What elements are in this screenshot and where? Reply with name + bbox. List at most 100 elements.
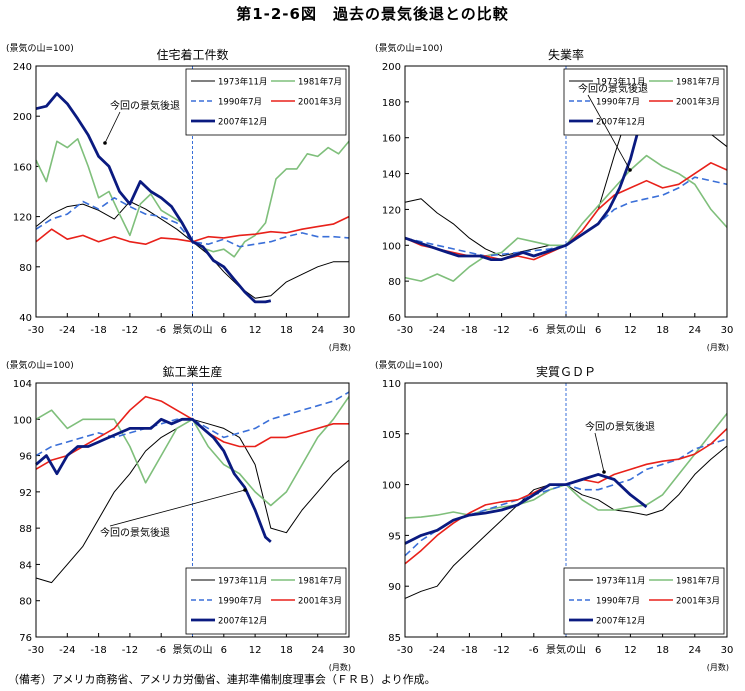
y-tick-label: 180 xyxy=(382,98,401,109)
legend-label: 2001年3月 xyxy=(298,596,342,607)
x-tick-label: -30 xyxy=(28,325,44,336)
y-tick-label: 160 xyxy=(382,134,401,145)
x-tick-label: -24 xyxy=(59,325,75,336)
x-tick-label: -6 xyxy=(156,645,166,656)
annotation-label: 今回の景気後退 xyxy=(100,526,170,539)
y-tick-label: 120 xyxy=(13,213,32,224)
x-tick-label: 6 xyxy=(595,325,601,336)
chart-title: 失業率 xyxy=(548,47,584,62)
legend-label: 1981年7月 xyxy=(298,77,342,88)
y-tick-label: 80 xyxy=(19,597,32,608)
x-tick-label: 24 xyxy=(688,645,701,656)
y-tick-label: 120 xyxy=(382,205,401,216)
x-tick-label: 24 xyxy=(688,325,701,336)
x-tick-label: -24 xyxy=(429,645,445,656)
x-tick-label: 18 xyxy=(656,645,669,656)
x-tick-label: 6 xyxy=(221,325,227,336)
legend-label: 1981年7月 xyxy=(676,576,720,587)
x-tick-label: -12 xyxy=(493,325,509,336)
x-tick-label: -12 xyxy=(122,645,138,656)
legend-label: 1990年7月 xyxy=(596,97,640,108)
annotation-arrow xyxy=(594,432,605,473)
chart-title: 住宅着工件数 xyxy=(156,47,228,62)
series-line-s1990 xyxy=(404,176,728,257)
x-unit-label: (月数) xyxy=(707,342,729,352)
series-line-s1990 xyxy=(35,391,350,457)
x-tick-label: 景気の山 xyxy=(546,323,586,336)
x-unit-label: (月数) xyxy=(329,662,351,672)
x-tick-label: 30 xyxy=(721,325,734,336)
x-tick-label: -30 xyxy=(397,325,413,336)
annotation-arrow xyxy=(104,111,121,144)
y-tick-label: 110 xyxy=(382,379,401,390)
source-note: （備考）アメリカ商務省、アメリカ労働省、連邦準備制度理事会（ＦＲＢ）より作成。 xyxy=(8,673,436,686)
plot-frame xyxy=(35,65,350,318)
y-tick-label: 85 xyxy=(388,633,401,644)
series-line-s2007 xyxy=(404,472,648,545)
x-tick-label: 景気の山 xyxy=(173,643,213,656)
y-tick-label: 80 xyxy=(19,263,32,274)
unit-label: (景気の山=100) xyxy=(375,359,443,371)
annotation-label: 今回の景気後退 xyxy=(110,99,180,112)
legend-label: 2007年12月 xyxy=(596,117,645,128)
y-tick-label: 90 xyxy=(388,582,401,593)
annotation-arrowhead xyxy=(602,470,606,474)
series-line-s2007 xyxy=(35,92,272,304)
legend-label: 1973年11月 xyxy=(218,576,267,587)
annotation-arrowhead xyxy=(103,141,107,145)
x-tick-label: 6 xyxy=(221,645,227,656)
legend-box xyxy=(563,68,725,136)
annotation-arrowhead xyxy=(628,168,632,172)
x-tick-label: 12 xyxy=(249,325,262,336)
x-tick-label: 景気の山 xyxy=(546,643,586,656)
x-tick-label: -6 xyxy=(529,325,539,336)
legend: 1973年11月 1981年7月 1990年7月 2001年3月 2007年12月 xyxy=(563,68,725,136)
x-tick-label: 24 xyxy=(311,325,324,336)
x-unit-label: (月数) xyxy=(329,342,351,352)
annotation-arrowhead xyxy=(243,488,247,492)
legend-label: 1981年7月 xyxy=(298,576,342,587)
legend-label: 1990年7月 xyxy=(218,596,262,607)
x-tick-label: -30 xyxy=(397,645,413,656)
chart-panel-3: 鉱工業生産 (景気の山=100) (月数) 76 80 84 88 92 96 100 104 -30… xyxy=(6,359,355,672)
annotation-arrow xyxy=(109,489,246,527)
y-tick-label: 100 xyxy=(382,241,401,252)
y-tick-label: 88 xyxy=(19,524,32,535)
y-tick-label: 92 xyxy=(19,488,32,499)
legend: 1973年11月 1981年7月 1990年7月 2001年3月 2007年12月 xyxy=(563,567,725,635)
legend-label: 1973年11月 xyxy=(218,77,267,88)
legend-label: 2007年12月 xyxy=(218,117,267,128)
annotation-label: 今回の景気後退 xyxy=(585,420,655,433)
legend-label: 2007年12月 xyxy=(218,616,267,627)
chart-panel-1: 住宅着工件数 (景気の山=100) (月数) 40 80 120 160 200 240 -30 -… xyxy=(6,42,355,352)
legend-label: 1990年7月 xyxy=(218,97,262,108)
x-tick-label: -6 xyxy=(529,645,539,656)
y-tick-label: 100 xyxy=(13,415,32,426)
x-tick-label: 24 xyxy=(311,645,324,656)
x-unit-label: (月数) xyxy=(707,662,729,672)
legend-label: 1990年7月 xyxy=(596,596,640,607)
legend-label: 2001年3月 xyxy=(676,97,720,108)
x-tick-label: 18 xyxy=(280,645,293,656)
x-tick-label: 12 xyxy=(249,645,262,656)
y-tick-label: 80 xyxy=(388,277,401,288)
unit-label: (景気の山=100) xyxy=(6,359,74,371)
x-tick-label: -18 xyxy=(90,645,106,656)
x-tick-label: 景気の山 xyxy=(173,323,213,336)
y-tick-label: 100 xyxy=(382,481,401,492)
chart-title: 実質ＧＤＰ xyxy=(536,364,596,379)
figure-title: 第1-2-6図 過去の景気後退との比較 xyxy=(236,5,509,23)
legend: 1973年11月 1981年7月 1990年7月 2001年3月 2007年12月 xyxy=(185,567,347,635)
x-tick-label: -30 xyxy=(28,645,44,656)
x-tick-label: -18 xyxy=(90,325,106,336)
y-tick-label: 84 xyxy=(19,560,32,571)
x-tick-label: -12 xyxy=(493,645,509,656)
x-tick-label: -24 xyxy=(429,325,445,336)
y-tick-label: 240 xyxy=(13,62,32,73)
legend-label: 1973年11月 xyxy=(596,77,645,88)
legend-label: 1981年7月 xyxy=(676,77,720,88)
unit-label: (景気の山=100) xyxy=(6,42,74,54)
y-tick-label: 160 xyxy=(13,162,32,173)
x-tick-label: -18 xyxy=(461,645,477,656)
